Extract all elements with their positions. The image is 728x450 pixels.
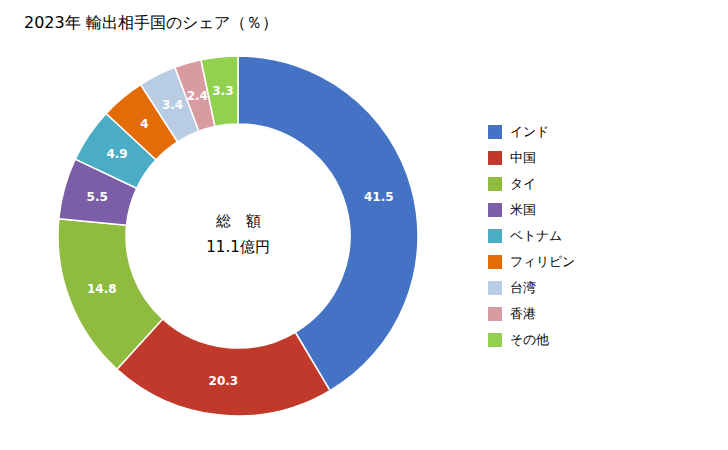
html-text:インド: インド [510,124,549,139]
svg-text:3.4: 3.4 [162,98,183,112]
svg-text:2.4: 2.4 [187,89,208,103]
svg-text:4.9: 4.9 [106,147,127,161]
html-text:フィリピン: フィリピン [510,254,575,269]
html-text:2023年 輸出相手国のシェア（％）: 2023年 輸出相手国のシェア（％） [24,13,278,32]
svg-text:14.8: 14.8 [87,282,117,296]
svg-text:5.5: 5.5 [87,190,108,204]
svg-text:41.5: 41.5 [364,190,394,204]
html-text:台湾: 台湾 [510,280,536,295]
html-text:総 額: 総 額 [215,212,261,230]
html-text:11.1億円: 11.1億円 [206,238,270,256]
html-text:米国: 米国 [510,202,536,217]
html-text:その他: その他 [510,332,549,347]
html-text:ベトナム: ベトナム [510,228,562,243]
svg-text:4: 4 [140,117,148,131]
svg-text:20.3: 20.3 [209,374,239,388]
html-text:中国: 中国 [510,150,536,165]
html-text:タイ: タイ [510,176,536,191]
svg-text:3.3: 3.3 [212,84,233,98]
html-text:香港: 香港 [510,306,536,321]
